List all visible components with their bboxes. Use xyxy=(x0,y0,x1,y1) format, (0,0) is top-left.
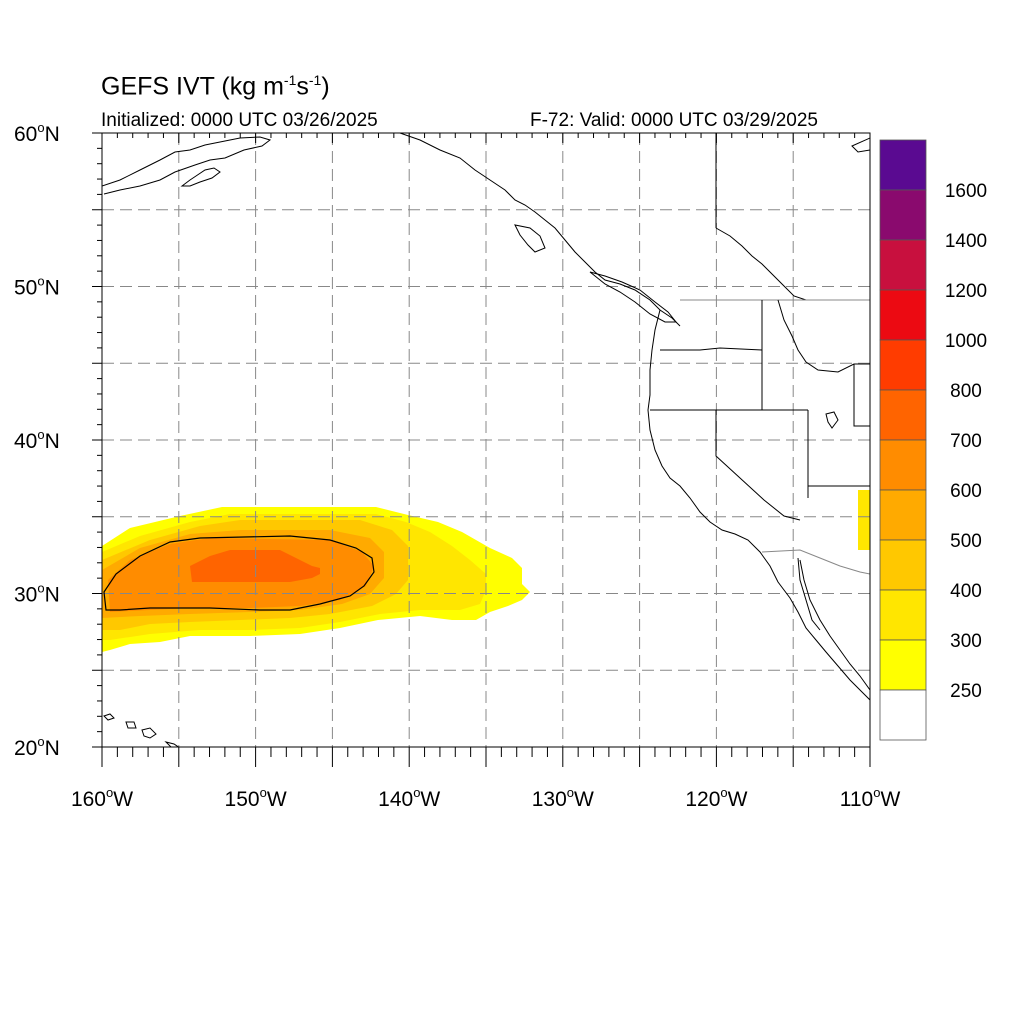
lat-label: 60oN xyxy=(14,120,60,146)
latitude-labels: 60oN 50oN 40oN 30oN 20oN xyxy=(14,120,60,760)
lon-label: 130oW xyxy=(532,785,594,811)
state-borders xyxy=(650,133,870,631)
colorbar-swatch xyxy=(879,439,927,491)
lon-label: 140oW xyxy=(378,785,440,811)
colorbar-label: 800 xyxy=(950,381,982,402)
colorbar-label: 1600 xyxy=(945,181,987,202)
colorbar-swatch xyxy=(879,639,927,691)
ivt-patch-east xyxy=(858,490,870,550)
colorbar-swatch xyxy=(879,139,927,191)
colorbar-label: 400 xyxy=(950,581,982,602)
initialized-time: Initialized: 0000 UTC 03/26/2025 xyxy=(101,110,378,131)
longitude-labels: 160oW 150oW 140oW 130oW 120oW 110oW xyxy=(71,785,901,811)
ivt-contour-500 xyxy=(103,535,375,611)
lon-label: 160oW xyxy=(71,785,133,811)
axis-ticks xyxy=(92,132,871,767)
colorbar-label: 500 xyxy=(950,531,982,552)
colorbar-swatch xyxy=(879,339,927,391)
ivt-field xyxy=(102,490,870,652)
colorbar-swatch xyxy=(879,489,927,541)
lat-label: 40oN xyxy=(14,427,60,453)
colorbar-swatch xyxy=(879,389,927,441)
colorbar-label: 1400 xyxy=(945,231,987,252)
lon-label: 110oW xyxy=(840,785,901,811)
graticule xyxy=(102,133,870,747)
lat-label: 20oN xyxy=(14,734,60,760)
colorbar-swatch xyxy=(879,689,927,741)
valid-time: F-72: Valid: 0000 UTC 03/29/2025 xyxy=(530,110,818,131)
colorbar-swatch xyxy=(879,289,927,341)
coastlines xyxy=(102,133,870,747)
colorbar-label: 600 xyxy=(950,481,982,502)
colorbar-label: 1000 xyxy=(945,331,987,352)
colorbar-swatch xyxy=(879,189,927,241)
map-title: GEFS IVT (kg m-1s-1) xyxy=(101,72,330,101)
lat-label: 50oN xyxy=(14,274,60,300)
lon-label: 150oW xyxy=(225,785,287,811)
colorbar-label: 250 xyxy=(950,681,982,702)
colorbar-label: 300 xyxy=(950,631,982,652)
lon-label: 120oW xyxy=(685,785,747,811)
colorbar-swatch xyxy=(879,589,927,641)
colorbar-swatch xyxy=(879,239,927,291)
colorbar-swatch xyxy=(879,539,927,591)
colorbar-label: 700 xyxy=(950,431,982,452)
colorbar: 1600 1400 1200 1000 800 700 600 500 400 300 250 xyxy=(879,139,987,741)
ivt-700-region xyxy=(190,550,320,582)
colorbar-label: 1200 xyxy=(945,281,987,302)
lat-label: 30oN xyxy=(14,581,60,607)
